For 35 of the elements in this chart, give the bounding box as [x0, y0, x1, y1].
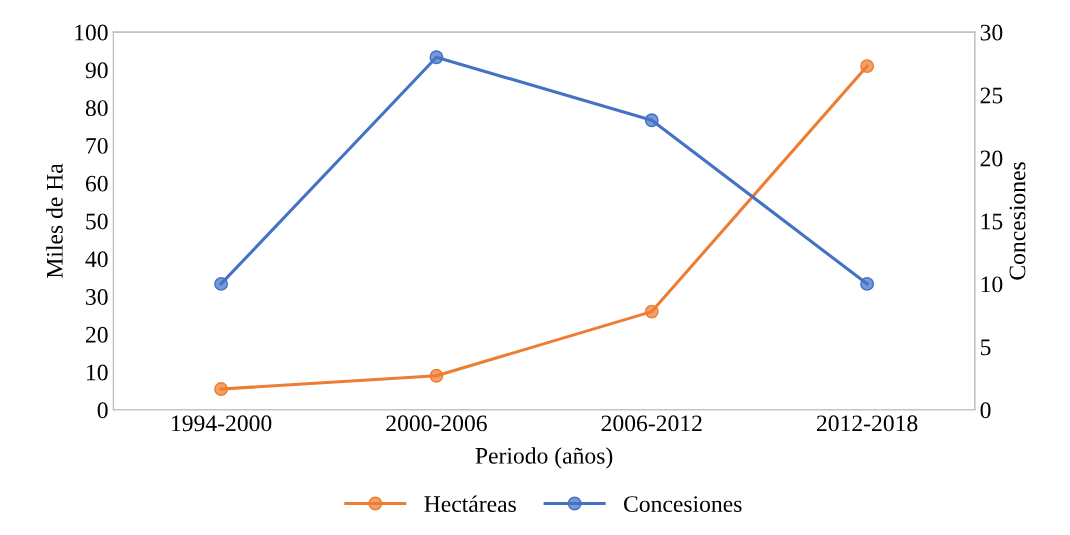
y-tick-label: 50 — [86, 213, 108, 230]
y2-axis-title: Concesiones — [1009, 162, 1026, 280]
y2-tick-label: 10 — [981, 276, 1003, 293]
y-tick-label: 70 — [86, 137, 108, 154]
y2-tick-label: 0 — [980, 402, 991, 419]
y-tick-label: 30 — [86, 288, 108, 305]
y-tick-label: 100 — [75, 24, 108, 41]
point — [214, 382, 229, 396]
y-tick-label: 0 — [97, 402, 108, 419]
x-tick-label: 2012-2018 — [816, 415, 918, 432]
point — [429, 50, 444, 65]
point — [860, 276, 875, 291]
y-axis-title: Miles de Ha — [46, 163, 63, 278]
legend-label: Concesiones — [624, 496, 742, 513]
y2-tick-label: 15 — [981, 213, 1003, 230]
y2-tick-label: 5 — [981, 339, 991, 356]
x-tick-label: 1994-2000 — [172, 415, 272, 432]
y-tick-label: 10 — [87, 364, 108, 381]
point — [214, 276, 229, 291]
y-tick-label: 80 — [85, 100, 108, 117]
x-tick-label: 2000-2006 — [386, 415, 487, 432]
y-tick-label: 60 — [85, 175, 108, 192]
x-axis-title: Periodo (años) — [475, 447, 613, 469]
point — [644, 113, 659, 128]
point — [860, 59, 875, 74]
y-tick-label: 90 — [85, 62, 108, 79]
legend-label: Hectáreas — [424, 495, 516, 513]
y2-tick-label: 20 — [980, 150, 1003, 167]
y-tick-label: 40 — [85, 251, 108, 268]
y-tick-label: 20 — [85, 326, 108, 343]
point — [644, 304, 659, 319]
y2-tick-label: 25 — [980, 87, 1003, 104]
y2-tick-label: 30 — [980, 24, 1003, 41]
x-tick-label: 2006-2012 — [601, 415, 702, 432]
point — [429, 368, 444, 383]
